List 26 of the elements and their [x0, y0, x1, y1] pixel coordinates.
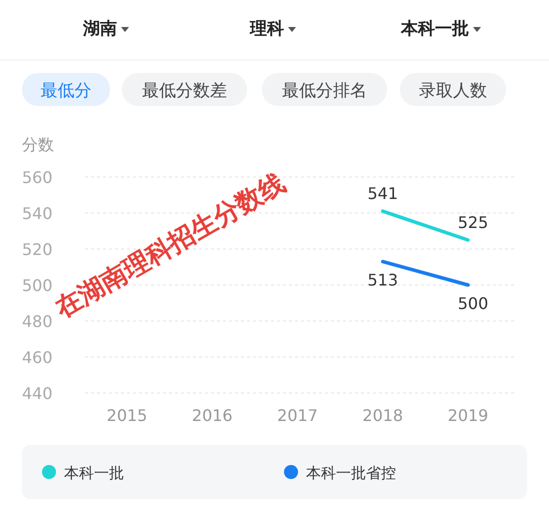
data-label: 500 [458, 294, 488, 313]
text: 最低分 [40, 81, 92, 101]
y-tick-label: 560 [22, 168, 53, 187]
legend-label: 本科一批 [64, 464, 124, 482]
y-tick-label: 480 [22, 312, 53, 331]
text: 最低分数差 [142, 81, 227, 101]
data-label: 541 [367, 184, 398, 204]
text: 理科 [249, 19, 284, 39]
y-tick-label: 460 [22, 348, 53, 367]
text: 最低分排名 [282, 81, 367, 101]
y-axis-title: 分数 [22, 135, 54, 154]
y-tick-label: 540 [22, 204, 53, 223]
x-tick-label: 2015 [106, 406, 148, 425]
text: 录取人数 [419, 81, 487, 101]
y-tick-label: 500 [22, 276, 53, 295]
x-tick-label: 2016 [192, 406, 233, 425]
legend-label: 本科一批省控 [306, 464, 396, 482]
x-tick-label: 2017 [277, 406, 318, 425]
text: 湖南 [82, 19, 117, 39]
text: 本科一批 [400, 19, 469, 39]
x-tick-label: 2019 [448, 406, 488, 425]
y-tick-label: 520 [22, 240, 53, 259]
x-tick-label: 2018 [362, 406, 404, 425]
data-label: 525 [458, 213, 488, 232]
data-label: 513 [367, 270, 398, 290]
y-tick-label: 440 [22, 384, 53, 403]
